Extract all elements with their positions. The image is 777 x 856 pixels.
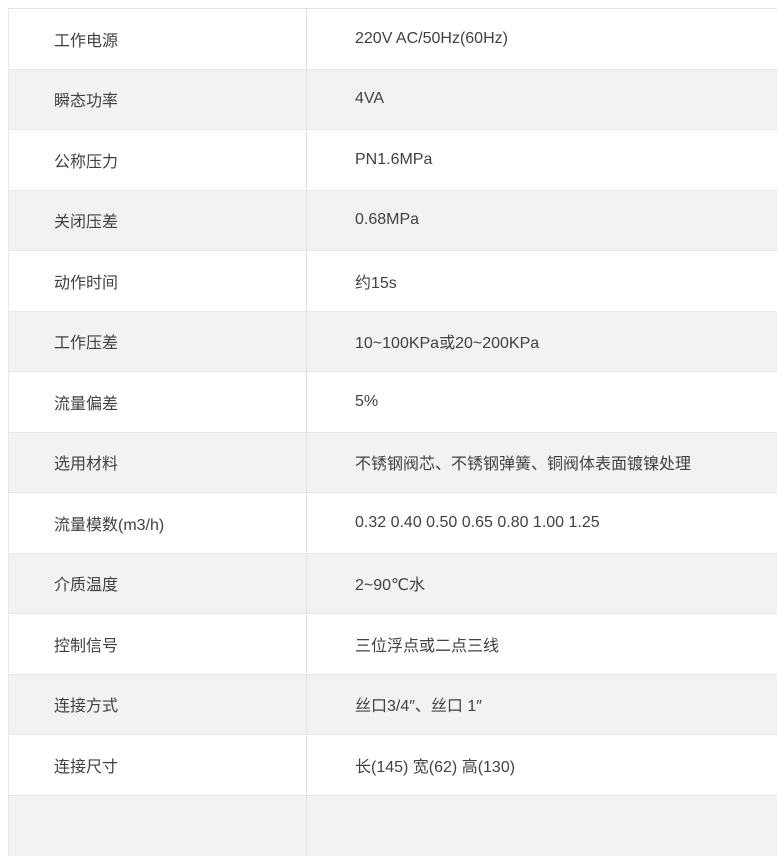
spec-value: 220V AC/50Hz(60Hz): [307, 9, 777, 69]
spec-value: 长(145) 宽(62) 高(130): [307, 735, 777, 795]
spec-label: 动作时间: [9, 251, 307, 311]
table-row: 瞬态功率 4VA: [9, 70, 777, 131]
table-row: 流量模数(m3/h) 0.32 0.40 0.50 0.65 0.80 1.00…: [9, 493, 777, 554]
spec-label: 工作电源: [9, 9, 307, 69]
spec-label: 瞬态功率: [9, 70, 307, 130]
spec-label: 连接方式: [9, 675, 307, 735]
table-row: 关闭压差 0.68MPa: [9, 191, 777, 252]
spec-value: [307, 796, 777, 856]
spec-label: 公称压力: [9, 130, 307, 190]
spec-label: 选用材料: [9, 433, 307, 493]
table-row: 流量偏差 5%: [9, 372, 777, 433]
spec-value: 丝口3/4″、丝口 1″: [307, 675, 777, 735]
spec-label: [9, 796, 307, 856]
table-row: 控制信号 三位浮点或二点三线: [9, 614, 777, 675]
spec-label: 控制信号: [9, 614, 307, 674]
spec-table: 工作电源 220V AC/50Hz(60Hz) 瞬态功率 4VA 公称压力 PN…: [8, 8, 777, 856]
spec-value: 三位浮点或二点三线: [307, 614, 777, 674]
spec-label: 流量模数(m3/h): [9, 493, 307, 553]
table-row: 选用材料 不锈钢阀芯、不锈钢弹簧、铜阀体表面镀镍处理: [9, 433, 777, 494]
spec-value: 不锈钢阀芯、不锈钢弹簧、铜阀体表面镀镍处理: [307, 433, 777, 493]
spec-label: 流量偏差: [9, 372, 307, 432]
spec-label: 工作压差: [9, 312, 307, 372]
spec-value: 4VA: [307, 70, 777, 130]
spec-value: PN1.6MPa: [307, 130, 777, 190]
table-row-partial: [9, 796, 777, 856]
spec-value: 2~90℃水: [307, 554, 777, 614]
spec-label: 连接尺寸: [9, 735, 307, 795]
spec-value: 10~100KPa或20~200KPa: [307, 312, 777, 372]
table-row: 工作压差 10~100KPa或20~200KPa: [9, 312, 777, 373]
table-row: 介质温度 2~90℃水: [9, 554, 777, 615]
spec-label: 关闭压差: [9, 191, 307, 251]
table-row: 连接方式 丝口3/4″、丝口 1″: [9, 675, 777, 736]
table-row: 工作电源 220V AC/50Hz(60Hz): [9, 9, 777, 70]
table-row: 动作时间 约15s: [9, 251, 777, 312]
table-row: 公称压力 PN1.6MPa: [9, 130, 777, 191]
spec-value: 0.68MPa: [307, 191, 777, 251]
spec-value: 约15s: [307, 251, 777, 311]
spec-value: 0.32 0.40 0.50 0.65 0.80 1.00 1.25: [307, 493, 777, 553]
spec-label: 介质温度: [9, 554, 307, 614]
table-row: 连接尺寸 长(145) 宽(62) 高(130): [9, 735, 777, 796]
spec-value: 5%: [307, 372, 777, 432]
